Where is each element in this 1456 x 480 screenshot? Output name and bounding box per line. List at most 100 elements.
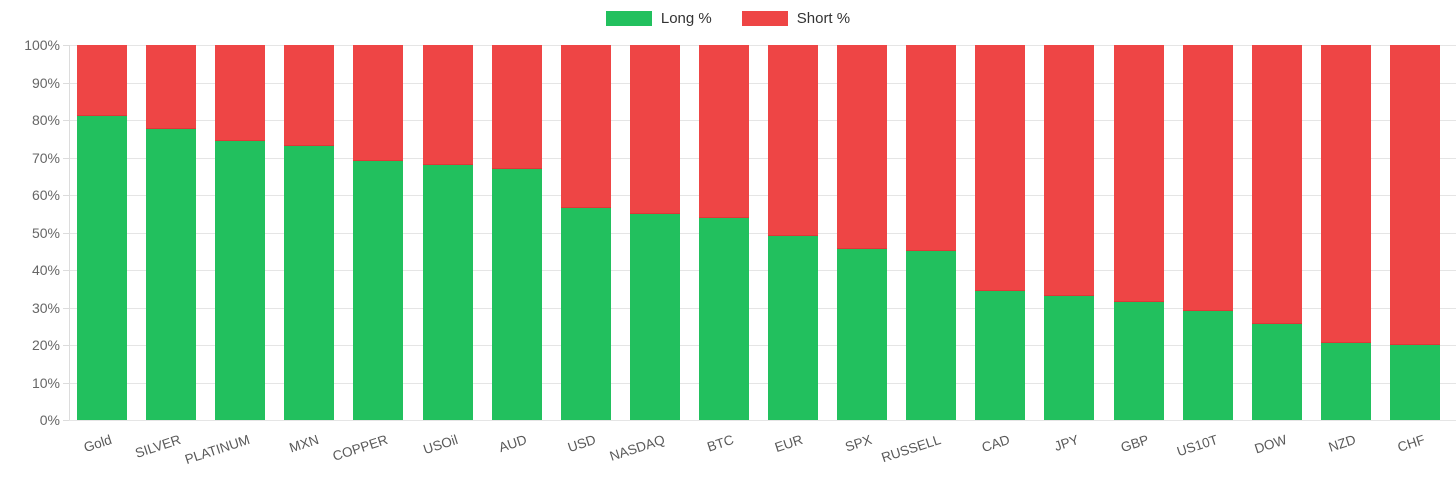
bar-platinum: [215, 45, 266, 420]
bar-segment-long[interactable]: [768, 236, 818, 420]
bar-segment-short[interactable]: [768, 45, 818, 237]
bar-segment-short[interactable]: [77, 45, 127, 117]
x-axis-label: EUR: [772, 432, 805, 456]
bar-nasdaq: [629, 45, 680, 420]
y-axis-tick-mark: [63, 120, 69, 121]
x-axis-label: SILVER: [133, 432, 183, 461]
bar-segment-long[interactable]: [837, 249, 888, 420]
legend-item-short[interactable]: Short %: [741, 10, 851, 27]
bar-segment-short[interactable]: [1113, 45, 1164, 302]
x-axis-label: PLATINUM: [183, 432, 252, 468]
x-axis-label: NZD: [1326, 432, 1358, 455]
legend-label-short: Short %: [796, 10, 851, 27]
bar-jpy: [1044, 45, 1095, 420]
y-axis-tick-mark: [63, 45, 69, 46]
gridline: [69, 82, 1456, 84]
gridline: [69, 420, 1456, 421]
bar-segment-short[interactable]: [284, 45, 335, 147]
y-axis-tick-label: 90%: [31, 74, 60, 91]
bar-segment-long[interactable]: [77, 116, 127, 420]
legend-item-long[interactable]: Long %: [605, 10, 712, 27]
bar-segment-short[interactable]: [491, 45, 542, 169]
x-axis-label: DOW: [1252, 432, 1289, 457]
y-axis-line: [69, 45, 70, 420]
bar-segment-long[interactable]: [1182, 311, 1233, 420]
x-axis-label: USD: [565, 432, 598, 456]
bar-segment-long[interactable]: [1320, 343, 1371, 420]
bar-silver: [146, 45, 197, 420]
bar-segment-long[interactable]: [975, 290, 1026, 420]
gridline: [69, 232, 1456, 234]
x-axis-label: JPY: [1052, 432, 1082, 454]
y-axis-tick-mark: [63, 307, 69, 309]
bar-segment-short[interactable]: [1251, 45, 1302, 325]
bar-segment-short[interactable]: [422, 45, 473, 165]
x-axis-label: BTC: [705, 432, 736, 455]
bar-eur: [768, 45, 818, 420]
y-axis-tick-label: 80%: [31, 112, 60, 128]
bar-segment-long[interactable]: [422, 165, 473, 420]
bar-segment-long[interactable]: [284, 146, 335, 420]
x-axis-label: AUD: [496, 432, 529, 456]
gridline: [69, 157, 1456, 159]
gridline: [69, 382, 1456, 384]
bar-chf: [1389, 45, 1440, 420]
bar-dow: [1251, 45, 1302, 420]
bar-segment-long[interactable]: [1251, 324, 1302, 420]
bar-segment-long[interactable]: [629, 213, 680, 420]
bar-segment-short[interactable]: [1182, 45, 1233, 312]
y-axis-tick-label: 100%: [24, 37, 60, 53]
bar-segment-long[interactable]: [491, 168, 542, 420]
bar-segment-short[interactable]: [146, 45, 197, 130]
bar-btc: [698, 45, 749, 420]
bar-segment-long[interactable]: [146, 129, 197, 420]
long-legend-swatch-icon: [605, 11, 652, 26]
bar-segment-long[interactable]: [906, 251, 957, 420]
bar-segment-short[interactable]: [629, 45, 680, 214]
bar-segment-long[interactable]: [1113, 301, 1164, 420]
bar-segment-short[interactable]: [906, 45, 957, 252]
bar-segment-short[interactable]: [698, 45, 749, 218]
bar-segment-long[interactable]: [353, 161, 404, 420]
x-axis-label: SPX: [843, 432, 874, 455]
bar-segment-long[interactable]: [215, 140, 266, 420]
bar-us10t: [1182, 45, 1233, 420]
bar-segment-long[interactable]: [698, 217, 749, 420]
bar-cad: [975, 45, 1026, 420]
bar-nzd: [1320, 45, 1371, 420]
bar-segment-short[interactable]: [1389, 45, 1440, 345]
x-axis-label: Gold: [81, 432, 114, 456]
bar-segment-short[interactable]: [1320, 45, 1371, 344]
y-axis-tick-label: 50%: [31, 224, 60, 241]
x-axis-label: NASDAQ: [607, 432, 667, 464]
bar-gbp: [1113, 45, 1164, 420]
bar-usoil: [422, 45, 473, 420]
x-axis-label: MXN: [287, 432, 321, 456]
y-axis-tick-mark: [63, 345, 69, 346]
bar-segment-long[interactable]: [560, 208, 611, 420]
gridline: [69, 45, 1456, 46]
y-axis-tick-label: 40%: [31, 262, 60, 278]
bar-segment-short[interactable]: [1044, 45, 1095, 297]
bar-segment-short[interactable]: [837, 45, 888, 250]
bar-russell: [906, 45, 957, 420]
bar-segment-short[interactable]: [560, 45, 611, 209]
bar-segment-short[interactable]: [353, 45, 404, 162]
y-axis-tick-label: 0%: [39, 412, 60, 428]
y-axis-tick-label: 60%: [31, 187, 60, 203]
gridline: [69, 270, 1456, 271]
y-axis-tick-mark: [63, 195, 69, 196]
gridline: [69, 120, 1456, 121]
chart-legend: Long % Short %: [0, 10, 1456, 27]
bar-segment-long[interactable]: [1044, 296, 1095, 420]
bar-segment-short[interactable]: [215, 45, 266, 141]
y-axis-tick-mark: [63, 82, 69, 84]
y-axis-tick-label: 20%: [31, 337, 60, 353]
bar-copper: [353, 45, 404, 420]
bar-segment-long[interactable]: [1389, 345, 1440, 420]
bar-spx: [837, 45, 888, 420]
gridline: [69, 345, 1456, 346]
bar-segment-short[interactable]: [975, 45, 1026, 291]
x-axis-label: CAD: [980, 432, 1012, 456]
